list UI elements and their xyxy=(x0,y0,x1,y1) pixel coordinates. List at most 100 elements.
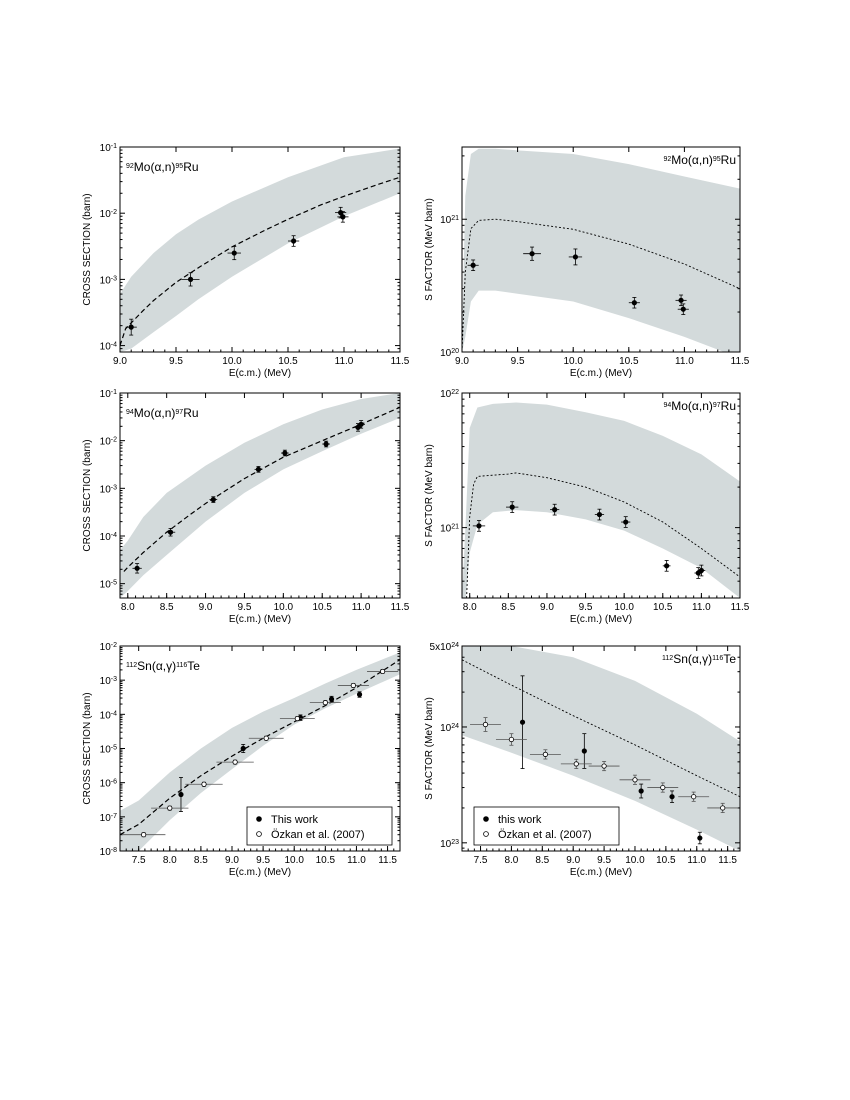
legend-label-part: This work xyxy=(271,814,319,826)
x-tick-label: 9.0 xyxy=(455,356,469,367)
y-tick-label-part: -3 xyxy=(111,676,117,683)
x-axis-label: E(c.m.) (MeV) xyxy=(570,867,632,878)
model-curve xyxy=(462,218,740,352)
legend: This work Özkan et al. (2007) xyxy=(246,806,393,846)
data-point xyxy=(581,748,587,754)
y-tick-label-part: -2 xyxy=(111,642,117,649)
data-point xyxy=(167,805,173,811)
series-1 xyxy=(125,206,349,336)
data-point xyxy=(328,696,335,702)
panel-title: 94Mo(α,n)97Ru xyxy=(126,406,199,420)
y-tick-label: 5x1024 xyxy=(430,642,460,654)
x-tick-label-part: 10.0 xyxy=(614,602,634,613)
y-axis-label-part: S FACTOR (MeV barn) xyxy=(424,697,435,800)
y-tick-label-part: 10 xyxy=(100,484,112,495)
data-point xyxy=(529,251,535,257)
y-tick-label-part: 24 xyxy=(451,722,459,729)
y-tick-label-part: 10 xyxy=(100,813,112,824)
x-tick-label: 9.5 xyxy=(597,855,611,866)
legend-label-part: Özkan et al. (2007) xyxy=(498,829,592,841)
x-tick-label-part: 10.5 xyxy=(316,855,336,866)
y-tick-label: 1023 xyxy=(440,838,459,850)
y-tick-label-part: -2 xyxy=(111,209,117,216)
uncertainty-band xyxy=(462,646,740,851)
data-point xyxy=(596,511,603,518)
x-tick-label: 11.5 xyxy=(378,855,397,866)
y-tick-label: 10-3 xyxy=(100,484,117,496)
legend-box xyxy=(473,806,620,846)
x-tick-label: 8.0 xyxy=(463,602,477,613)
x-tick-label: 10.0 xyxy=(284,855,304,866)
x-tick-label: 9.0 xyxy=(566,855,580,866)
panel-title-part: Te xyxy=(723,652,736,666)
x-tick-label: 9.0 xyxy=(199,602,213,613)
series-1 xyxy=(132,420,365,574)
x-tick-label: 9.5 xyxy=(511,356,525,367)
x-tick-label: 10.5 xyxy=(312,602,332,613)
panel-title-part: 94 xyxy=(126,409,134,416)
x-tick-label-part: 8.0 xyxy=(163,855,177,866)
x-tick-label-part: 11.5 xyxy=(391,602,410,613)
panel-title-part: Mo(α,n) xyxy=(134,406,176,420)
x-tick-label-part: 8.0 xyxy=(463,602,477,613)
x-axis-label: E(c.m.) (MeV) xyxy=(229,368,291,379)
y-axis-label-part: S FACTOR (MeV barn) xyxy=(424,444,435,547)
y-tick-label-part: 10 xyxy=(100,779,112,790)
y-tick-label-part: -6 xyxy=(111,778,117,785)
x-axis-label: E(c.m.) (MeV) xyxy=(570,368,632,379)
panel-title: 92Mo(α,n)95Ru xyxy=(126,160,199,174)
series-2 xyxy=(121,668,399,838)
x-tick-label-part: 11.5 xyxy=(378,855,397,866)
data-point xyxy=(294,716,300,722)
x-tick-label-part: 11.5 xyxy=(718,855,737,866)
plot-frame xyxy=(461,146,741,353)
data-point xyxy=(573,761,579,767)
x-tick-label-part: 9.5 xyxy=(256,855,270,866)
panel-5: 7.5 8.0 8.5 9.0 9.5 10.0 10.5 11.0 11.510-810-71… xyxy=(82,642,401,878)
legend-label: Özkan et al. (2007) xyxy=(271,829,365,841)
data-point xyxy=(240,745,246,752)
data-point xyxy=(678,297,684,303)
data-point xyxy=(664,563,670,569)
y-axis-label-part: CROSS SECTION (barn) xyxy=(82,193,93,305)
y-tick-label: 1021 xyxy=(440,523,459,535)
x-tick-label-part: 11.0 xyxy=(352,602,371,613)
x-tick-label-part: 8.0 xyxy=(504,855,518,866)
x-tick-label-part: 8.5 xyxy=(501,602,515,613)
x-tick-label: 11.5 xyxy=(391,356,410,367)
y-tick-label: 10-3 xyxy=(100,275,117,287)
y-tick-label: 10-1 xyxy=(100,389,117,401)
x-tick-label: 10.0 xyxy=(614,602,634,613)
y-axis-label: CROSS SECTION (barn) xyxy=(82,439,93,551)
x-axis-label: E(c.m.) (MeV) xyxy=(229,867,291,878)
x-tick-label: 11.5 xyxy=(731,356,750,367)
x-tick-label-part: 9.5 xyxy=(511,356,525,367)
x-axis-label-part: E(c.m.) (MeV) xyxy=(229,867,291,878)
y-tick-label: 10-8 xyxy=(100,847,117,859)
panel-title-part: 92 xyxy=(663,156,671,163)
x-axis-label-part: E(c.m.) (MeV) xyxy=(570,368,632,379)
data-point xyxy=(290,238,297,244)
x-tick-label-part: 10.0 xyxy=(274,602,294,613)
y-tick-label-part: 23 xyxy=(451,838,459,845)
x-tick-label-part: 10.0 xyxy=(284,855,304,866)
x-tick-label-part: 11.0 xyxy=(335,356,354,367)
data-point xyxy=(508,736,515,743)
panel-title: 112Sn(α,γ)116Te xyxy=(126,659,200,673)
x-tick-label: 9.5 xyxy=(169,356,183,367)
y-tick-label-part: -1 xyxy=(111,143,117,150)
x-tick-label: 11.5 xyxy=(718,855,737,866)
x-axis-label: E(c.m.) (MeV) xyxy=(570,614,632,625)
x-tick-label-part: 11.0 xyxy=(692,602,711,613)
panel-title-part: Mo(α,n) xyxy=(134,160,176,174)
panel-title-part: Sn(α,γ) xyxy=(137,659,176,673)
y-tick-label: 10-2 xyxy=(100,209,117,221)
panel-title: 94Mo(α,n)97Ru xyxy=(663,399,736,413)
data-point xyxy=(379,668,386,675)
panel-title-part: Ru xyxy=(721,399,736,413)
data-point xyxy=(340,214,346,220)
data-point xyxy=(210,497,216,503)
panel-title-part: Ru xyxy=(183,160,198,174)
y-tick-label-part: 10 xyxy=(440,723,452,734)
